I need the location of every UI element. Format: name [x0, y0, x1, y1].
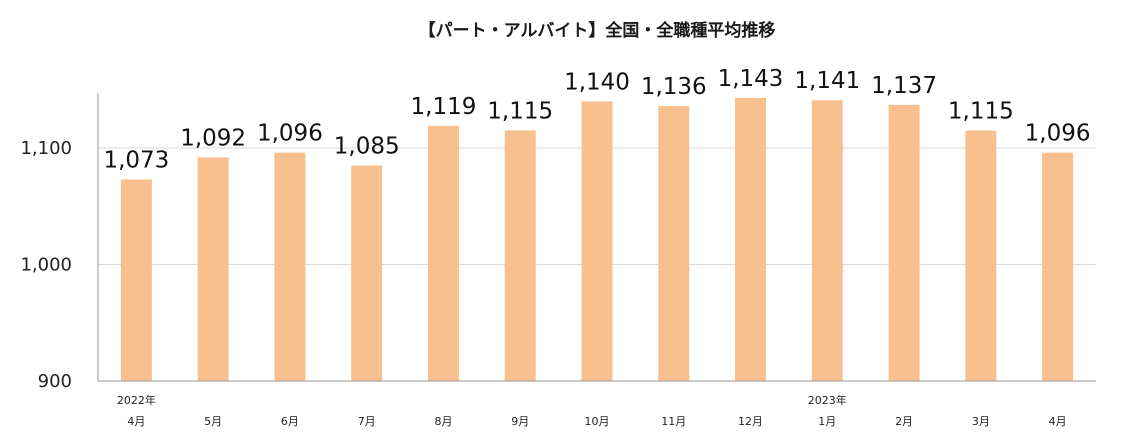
- x-tick-label: 11月: [661, 415, 686, 428]
- data-label: 1,119: [411, 94, 477, 120]
- data-label: 1,140: [564, 69, 630, 95]
- x-tick-label: 4月: [127, 415, 145, 428]
- data-label: 1,073: [103, 147, 169, 173]
- x-tick-label: 2月: [895, 415, 913, 428]
- x-tick-label: 10月: [585, 415, 610, 428]
- x-tick-label: 5月: [204, 415, 222, 428]
- bar: [120, 179, 152, 381]
- data-label: 1,136: [641, 74, 707, 100]
- y-axis-ticks: 900 1,000 1,100: [20, 138, 72, 392]
- data-label: 1,137: [871, 73, 937, 99]
- x-tick-label: 9月: [511, 415, 529, 428]
- data-label: 1,096: [1025, 121, 1091, 147]
- data-label: 1,085: [334, 133, 400, 159]
- data-label: 1,115: [948, 99, 1014, 125]
- x-axis-labels: 4月 2022年 5月 6月 7月 8月 9月 10月 11月 12月 1月 2023年 2月 3月 4月: [117, 393, 1067, 428]
- y-tick-label: 1,000: [20, 255, 72, 276]
- data-label: 1,115: [487, 99, 553, 125]
- x-tick-label: 6月: [281, 415, 299, 428]
- bar: [811, 100, 843, 382]
- x-tick-label: 8月: [434, 415, 452, 428]
- x-tick-label: 7月: [358, 415, 376, 428]
- x-tick-label: 3月: [972, 415, 990, 428]
- chart-title: 【パート・アルバイト】全国・全職種平均推移: [419, 20, 776, 41]
- bars: [120, 97, 1074, 382]
- x-year-label: 2022年: [117, 393, 156, 407]
- y-tick-label: 1,100: [20, 138, 72, 159]
- x-tick-label: 1月: [818, 415, 836, 428]
- data-labels: 1,073 1,092 1,096 1,085 1,119 1,115 1,140 1,136…: [103, 66, 1090, 174]
- bar: [504, 130, 536, 381]
- bar: [888, 104, 920, 382]
- bar: [274, 152, 306, 381]
- bar: [427, 125, 459, 382]
- data-label: 1,092: [180, 125, 246, 151]
- data-label: 1,141: [794, 68, 860, 94]
- bar: [581, 101, 613, 382]
- x-year-label: 2023年: [808, 393, 847, 407]
- data-label: 1,096: [257, 121, 323, 147]
- x-tick-label: 4月: [1049, 415, 1067, 428]
- bar: [1042, 152, 1074, 381]
- data-label: 1,143: [718, 66, 784, 92]
- bar: [197, 157, 229, 381]
- bar: [965, 130, 997, 381]
- x-tick-label: 12月: [738, 415, 763, 428]
- bar: [658, 106, 690, 381]
- bar: [351, 165, 383, 381]
- bar: [735, 97, 767, 381]
- y-tick-label: 900: [38, 371, 72, 392]
- axes: [97, 93, 1096, 382]
